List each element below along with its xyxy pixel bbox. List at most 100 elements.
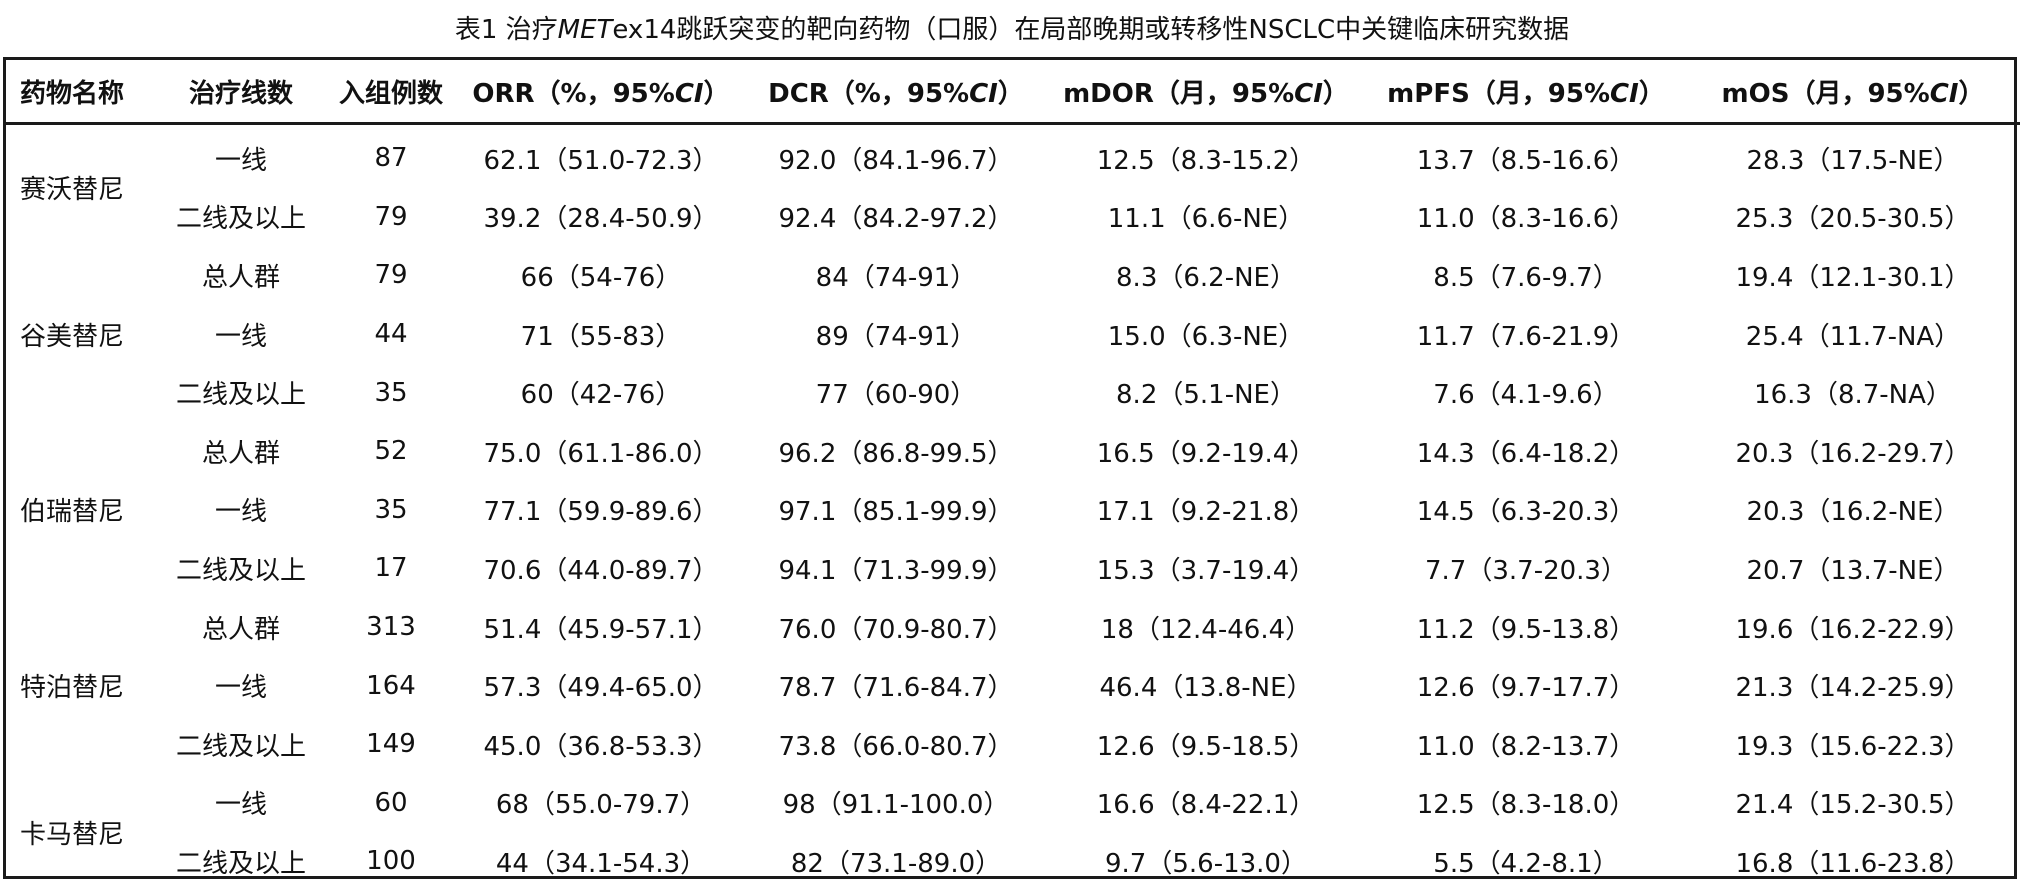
table-row: 二线及以上 100 44（34.1-54.3） 82（73.1-89.0） 9.… <box>6 832 2020 891</box>
line-cell: 一线 <box>214 673 267 704</box>
mpfs-cell: 11.2（9.5-13.8） <box>1416 614 1636 645</box>
enrolled-cell: 313 <box>366 612 416 643</box>
enrolled-cell: 44 <box>374 319 408 350</box>
enrolled-cell: 17 <box>374 553 408 584</box>
mdor-cell: 18（12.4-46.4） <box>1100 614 1312 645</box>
orr-cell: 70.6（44.0-89.7） <box>483 555 719 586</box>
table-row: 二线及以上 35 60（42-76） 77（60-90） 8.2（5.1-NE）… <box>6 363 2020 422</box>
enrolled-cell: 35 <box>374 377 408 408</box>
enrolled-cell: 164 <box>366 670 416 701</box>
line-cell: 二线及以上 <box>175 380 306 411</box>
mpfs-cell: 7.6（4.1-9.6） <box>1433 380 1619 411</box>
mpfs-cell: 11.7（7.6-21.9） <box>1416 321 1636 352</box>
table-row: 二线及以上 17 70.6（44.0-89.7） 94.1（71.3-99.9）… <box>6 539 2020 598</box>
dcr-cell: 78.7（71.6-84.7） <box>778 673 1014 704</box>
mos-cell: 25.3（20.5-30.5） <box>1735 204 1971 235</box>
dcr-cell: 92.0（84.1-96.7） <box>778 145 1014 176</box>
mdor-cell: 17.1（9.2-21.8） <box>1096 497 1316 528</box>
caption-gene-italic: MET <box>557 15 613 45</box>
orr-cell: 51.4（45.9-57.1） <box>483 614 719 645</box>
mos-cell: 19.3（15.6-22.3） <box>1735 731 1971 762</box>
drug-name-cell: 赛沃替尼 <box>20 175 125 206</box>
mdor-cell: 15.0（6.3-NE） <box>1107 321 1305 352</box>
clinical-data-table: 药物名称 治疗线数 入组例数 ORR（%，95%CI） DCR（%，95%CI）… <box>6 60 2020 891</box>
enrolled-cell: 79 <box>374 201 408 232</box>
dcr-cell: 94.1（71.3-99.9） <box>778 555 1014 586</box>
orr-cell: 44（34.1-54.3） <box>495 848 707 879</box>
enrolled-cell: 149 <box>366 729 416 760</box>
mos-cell: 28.3（17.5-NE） <box>1746 145 1960 176</box>
mos-cell: 19.4（12.1-30.1） <box>1735 262 1971 293</box>
mdor-cell: 46.4（13.8-NE） <box>1099 673 1313 704</box>
orr-cell: 62.1（51.0-72.3） <box>483 145 719 176</box>
orr-cell: 77.1（59.9-89.6） <box>483 497 719 528</box>
line-cell: 二线及以上 <box>175 731 306 762</box>
caption-suffix: ex14跳跃突变的靶向药物（口服）在局部晚期或转移性NSCLC中关键临床研究数据 <box>612 15 1570 45</box>
table-row: 二线及以上 149 45.0（36.8-53.3） 73.8（66.0-80.7… <box>6 715 2020 774</box>
table-row: 一线 44 71（55-83） 89（74-91） 15.0（6.3-NE） 1… <box>6 305 2020 364</box>
mdor-cell: 11.1（6.6-NE） <box>1107 204 1305 235</box>
header-treatment-line: 治疗线数 <box>156 60 326 125</box>
dcr-cell: 76.0（70.9-80.7） <box>778 614 1014 645</box>
mpfs-cell: 7.7（3.7-20.3） <box>1425 555 1627 586</box>
enrolled-cell: 60 <box>374 787 408 818</box>
line-cell: 总人群 <box>201 438 280 469</box>
mos-cell: 20.3（16.2-29.7） <box>1735 438 1971 469</box>
line-cell: 一线 <box>214 497 267 528</box>
drug-name-cell: 卡马替尼 <box>20 819 125 850</box>
mpfs-cell: 14.5（6.3-20.3） <box>1416 497 1636 528</box>
drug-name-cell: 特泊替尼 <box>20 673 125 704</box>
mdor-cell: 12.5（8.3-15.2） <box>1096 145 1316 176</box>
line-cell: 一线 <box>214 145 267 176</box>
enrolled-cell: 100 <box>366 846 416 877</box>
line-cell: 一线 <box>214 790 267 821</box>
mos-cell: 21.3（14.2-25.9） <box>1735 673 1971 704</box>
header-row: 药物名称 治疗线数 入组例数 ORR（%，95%CI） DCR（%，95%CI）… <box>6 60 2020 125</box>
table-row: 卡马替尼 一线 60 68（55.0-79.7） 98（91.1-100.0） … <box>6 774 2020 850</box>
mdor-cell: 15.3（3.7-19.4） <box>1096 555 1316 586</box>
table-row: 赛沃替尼 一线 87 62.1（51.0-72.3） 92.0（84.1-96.… <box>6 124 2020 205</box>
header-enrolled: 入组例数 <box>326 60 456 125</box>
mos-cell: 20.3（16.2-NE） <box>1746 497 1960 528</box>
mos-cell: 25.4（11.7-NA） <box>1745 321 1961 352</box>
mdor-cell: 16.6（8.4-22.1） <box>1096 790 1316 821</box>
mos-cell: 21.4（15.2-30.5） <box>1735 790 1971 821</box>
dcr-cell: 73.8（66.0-80.7） <box>778 731 1014 762</box>
line-cell: 总人群 <box>201 262 280 293</box>
mpfs-cell: 12.5（8.3-18.0） <box>1416 790 1636 821</box>
orr-cell: 45.0（36.8-53.3） <box>483 731 719 762</box>
table-row: 一线 35 77.1（59.9-89.6） 97.1（85.1-99.9） 17… <box>6 481 2020 540</box>
caption-prefix: 表1 治疗 <box>454 15 558 45</box>
dcr-cell: 97.1（85.1-99.9） <box>778 497 1014 528</box>
enrolled-cell: 35 <box>374 494 408 525</box>
mpfs-cell: 11.0（8.3-16.6） <box>1416 204 1636 235</box>
mpfs-cell: 11.0（8.2-13.7） <box>1416 731 1636 762</box>
orr-cell: 71（55-83） <box>520 321 682 352</box>
table-row: 谷美替尼 总人群 79 66（54-76） 84（74-91） 8.3（6.2-… <box>6 246 2020 351</box>
enrolled-cell: 87 <box>374 143 408 174</box>
clinical-data-table-frame: 药物名称 治疗线数 入组例数 ORR（%，95%CI） DCR（%，95%CI）… <box>3 57 2020 879</box>
dcr-cell: 89（74-91） <box>815 321 977 352</box>
line-cell: 总人群 <box>201 614 280 645</box>
mdor-cell: 12.6（9.5-18.5） <box>1096 731 1316 762</box>
dcr-cell: 84（74-91） <box>815 262 977 293</box>
mpfs-cell: 8.5（7.6-9.7） <box>1433 262 1619 293</box>
dcr-cell: 92.4（84.2-97.2） <box>778 204 1014 235</box>
mpfs-cell: 5.5（4.2-8.1） <box>1433 848 1619 879</box>
dcr-cell: 96.2（86.8-99.5） <box>778 438 1014 469</box>
drug-name-cell: 伯瑞替尼 <box>20 497 125 528</box>
orr-cell: 57.3（49.4-65.0） <box>483 673 719 704</box>
mdor-cell: 8.3（6.2-NE） <box>1116 262 1296 293</box>
drug-name-cell: 谷美替尼 <box>20 321 125 352</box>
header-orr: ORR（%，95%CI） <box>456 60 746 125</box>
header-drug-name: 药物名称 <box>6 60 156 125</box>
enrolled-cell: 52 <box>374 436 408 467</box>
header-dcr: DCR（%，95%CI） <box>746 60 1046 125</box>
table-row: 伯瑞替尼 总人群 52 75.0（61.1-86.0） 96.2（86.8-99… <box>6 422 2020 527</box>
table-row: 一线 164 57.3（49.4-65.0） 78.7（71.6-84.7） 4… <box>6 656 2020 715</box>
mos-cell: 16.8（11.6-23.8） <box>1735 848 1971 879</box>
mdor-cell: 16.5（9.2-19.4） <box>1096 438 1316 469</box>
mos-cell: 20.7（13.7-NE） <box>1746 555 1960 586</box>
mdor-cell: 8.2（5.1-NE） <box>1116 380 1296 411</box>
orr-cell: 75.0（61.1-86.0） <box>483 438 719 469</box>
